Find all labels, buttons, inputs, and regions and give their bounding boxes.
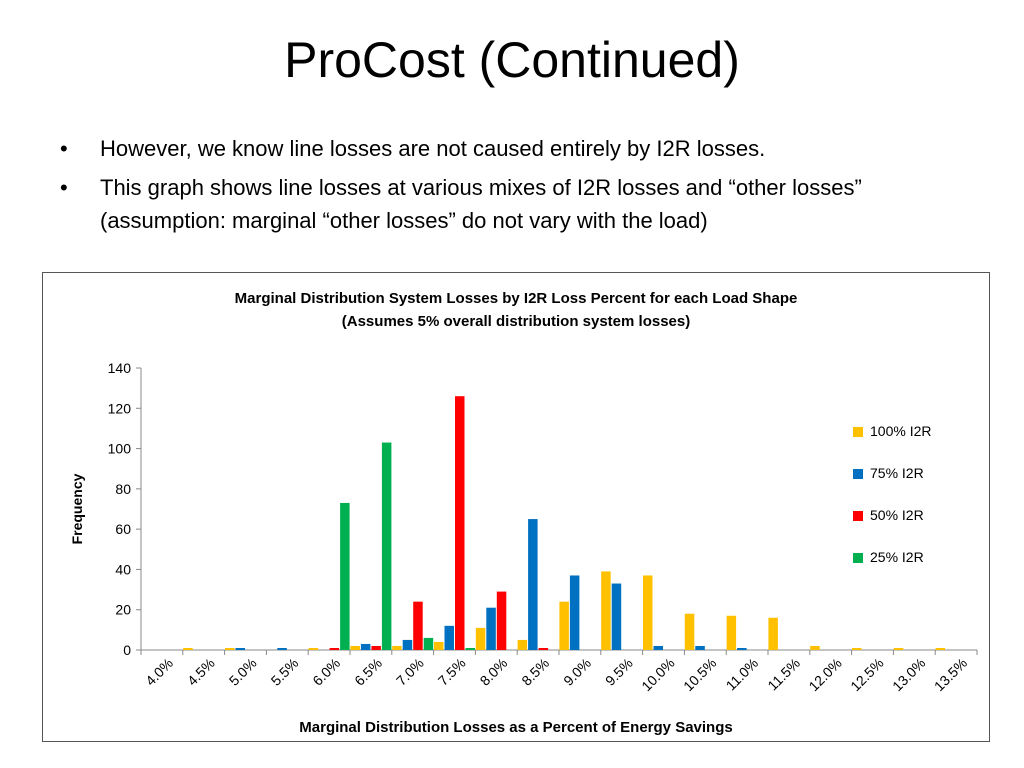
- chart-subtitle: (Assumes 5% overall distribution system …: [341, 313, 691, 330]
- bar-75-i2r-11.0pct: [737, 647, 747, 650]
- x-tick-label: 9.0%: [560, 655, 594, 689]
- y-axis-title: Frequency: [69, 473, 85, 545]
- x-tick-label: 5.0%: [226, 655, 260, 689]
- x-tick-label: 6.0%: [309, 655, 343, 689]
- bullet-text: However, we know line losses are not cau…: [100, 136, 766, 161]
- bar-75-i2r-10.0pct: [653, 645, 663, 650]
- bar-100-i2r-5.0pct: [225, 647, 235, 650]
- bar-75-i2r-7.5pct: [444, 625, 454, 650]
- bar-50-i2r-6.0pct: [329, 647, 340, 650]
- x-tick-label: 5.5%: [268, 655, 302, 689]
- legend-label: 25% I2R: [870, 549, 924, 565]
- chart-plot: 0 20 40 60 80 100 120 140 4.0% 4.5% 5.0% 5.5% 6.0% 6.…: [108, 360, 978, 694]
- bar-100-i2r-12.0pct: [810, 645, 820, 650]
- x-tick-label: 13.5%: [931, 655, 970, 694]
- x-tick-label: 12.0%: [805, 655, 844, 694]
- bar-100-i2r-10.0pct: [643, 575, 653, 650]
- chart-frame: 0 20 40 60 80 100 120 140 4.0% 4.5% 5.0% 5.5% 6.0% 6.…: [42, 272, 990, 742]
- bar-75-i2r-9.5pct: [611, 583, 622, 650]
- bar-100-i2r-6.5pct: [350, 645, 360, 650]
- y-tick-label: 120: [108, 400, 132, 416]
- x-tick-label: 6.5%: [351, 655, 385, 689]
- bar-100-i2r-10.5pct: [684, 613, 695, 650]
- y-tick-label: 0: [123, 642, 131, 658]
- legend-item: 75% I2R: [853, 465, 931, 507]
- bar-100-i2r-4.5pct: [183, 647, 193, 650]
- y-tick-label: 80: [115, 481, 131, 497]
- bar-75-i2r-8.0pct: [486, 607, 496, 650]
- legend-swatch: [853, 427, 863, 437]
- bar-100-i2r-7.0pct: [392, 645, 402, 650]
- x-tick-label: 8.0%: [477, 655, 511, 689]
- bar-100-i2r-9.0pct: [559, 601, 569, 650]
- bullet-item: • This graph shows line losses at variou…: [58, 171, 978, 237]
- bar-50-i2r-8.5pct: [538, 647, 549, 650]
- bar-100-i2r-8.0pct: [475, 627, 486, 650]
- x-tick-label: 11.5%: [764, 655, 803, 694]
- x-tick-label: 4.0%: [142, 655, 176, 689]
- x-tick-label: 8.5%: [518, 655, 552, 689]
- y-tick-label: 20: [115, 602, 131, 618]
- bar-100-i2r-13.5pct: [935, 647, 946, 650]
- x-tick-label: 13.0%: [889, 655, 928, 694]
- bar-25-i2r-6.0pct: [340, 502, 350, 650]
- legend-item: 25% I2R: [853, 549, 931, 591]
- bar-75-i2r-6.5pct: [360, 643, 371, 650]
- bar-100-i2r-7.5pct: [434, 641, 444, 650]
- x-tick-label: 10.5%: [680, 655, 719, 694]
- chart-title: Marginal Distribution System Losses by I…: [234, 290, 798, 307]
- legend-label: 75% I2R: [870, 465, 924, 481]
- legend-swatch: [853, 553, 863, 563]
- y-tick-label: 60: [115, 521, 131, 537]
- bar-50-i2r-8.0pct: [496, 591, 507, 650]
- bar-50-i2r-7.0pct: [413, 601, 423, 650]
- chart-legend: 100% I2R 75% I2R 50% I2R 25% I2R: [853, 423, 931, 591]
- bar-25-i2r-6.5pct: [381, 442, 392, 650]
- x-tick-label: 9.5%: [602, 655, 636, 689]
- x-tick-label: 7.0%: [393, 655, 427, 689]
- x-tick-label: 7.5%: [435, 655, 469, 689]
- bar-25-i2r-7.0pct: [423, 637, 434, 650]
- bar-100-i2r-11.5pct: [768, 617, 778, 650]
- bar-100-i2r-9.5pct: [601, 571, 611, 650]
- slide-title: ProCost (Continued): [284, 32, 740, 88]
- bar-75-i2r-5.0pct: [235, 647, 245, 650]
- legend-label: 100% I2R: [870, 423, 932, 439]
- legend-swatch: [853, 469, 863, 479]
- bar-50-i2r-6.5pct: [371, 645, 381, 650]
- y-tick-label: 140: [108, 360, 132, 376]
- legend-label: 50% I2R: [870, 507, 924, 523]
- bar-100-i2r-11.0pct: [726, 615, 737, 650]
- bullet-dot-icon: •: [60, 175, 68, 200]
- bullet-text: This graph shows line losses at various …: [100, 175, 862, 233]
- bar-50-i2r-7.5pct: [455, 396, 465, 650]
- bar-100-i2r-12.5pct: [852, 647, 862, 650]
- legend-item: 50% I2R: [853, 507, 931, 549]
- y-tick-label: 100: [108, 441, 132, 457]
- x-tick-label: 11.0%: [723, 655, 762, 694]
- bar-75-i2r-5.5pct: [277, 647, 287, 650]
- bar-75-i2r-8.5pct: [528, 519, 538, 650]
- x-axis-title: Marginal Distribution Losses as a Percen…: [299, 719, 733, 736]
- x-tick-label: 12.5%: [847, 655, 886, 694]
- bar-75-i2r-10.5pct: [695, 645, 705, 650]
- bar-100-i2r-13.0pct: [893, 647, 904, 650]
- legend-swatch: [853, 511, 863, 521]
- bar-100-i2r-6.0pct: [308, 647, 319, 650]
- bar-100-i2r-8.5pct: [517, 639, 528, 650]
- bar-25-i2r-7.5pct: [465, 647, 475, 650]
- bar-75-i2r-7.0pct: [402, 639, 413, 650]
- bullet-item: • However, we know line losses are not c…: [58, 132, 978, 165]
- legend-item: 100% I2R: [853, 423, 931, 465]
- x-tick-label: 10.0%: [638, 655, 677, 694]
- bullet-dot-icon: •: [60, 136, 68, 161]
- bar-75-i2r-9.0pct: [569, 575, 580, 650]
- chart-title-block: Marginal Distribution System Losses by I…: [43, 287, 989, 333]
- y-tick-label: 40: [115, 561, 131, 577]
- bullet-list: • However, we know line losses are not c…: [58, 132, 978, 243]
- x-tick-label: 4.5%: [184, 655, 218, 689]
